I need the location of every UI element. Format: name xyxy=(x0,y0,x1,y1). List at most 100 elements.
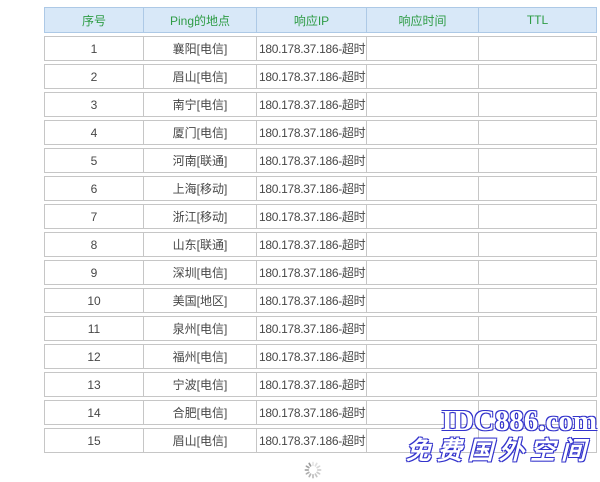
row-time-cell xyxy=(367,176,479,201)
row-ip-cell: 180.178.37.186-超时 xyxy=(257,92,367,117)
table-row: 7 浙江[移动] 180.178.37.186-超时 xyxy=(44,204,597,229)
table-row: 1 襄阳[电信] 180.178.37.186-超时 xyxy=(44,36,597,61)
table-row: 5 河南[联通] 180.178.37.186-超时 xyxy=(44,148,597,173)
row-time-cell xyxy=(367,288,479,313)
row-ip-cell: 180.178.37.186-超时 xyxy=(257,372,367,397)
row-time-cell xyxy=(367,428,479,453)
row-ip-cell: 180.178.37.186-超时 xyxy=(257,176,367,201)
table-header-row: 序号 Ping的地点 响应IP 响应时间 TTL xyxy=(44,7,597,33)
row-ip-cell: 180.178.37.186-超时 xyxy=(257,64,367,89)
row-ip-cell: 180.178.37.186-超时 xyxy=(257,120,367,145)
row-ttl-cell xyxy=(479,316,597,341)
table-row: 4 厦门[电信] 180.178.37.186-超时 xyxy=(44,120,597,145)
row-location-cell: 深圳[电信] xyxy=(144,260,257,285)
row-time-cell xyxy=(367,400,479,425)
table-row: 13 宁波[电信] 180.178.37.186-超时 xyxy=(44,372,597,397)
row-ttl-cell xyxy=(479,260,597,285)
row-location-cell: 泉州[电信] xyxy=(144,316,257,341)
row-time-cell xyxy=(367,120,479,145)
row-location-cell: 合肥[电信] xyxy=(144,400,257,425)
watermark-slogan-text: 免费国外空间 xyxy=(405,438,592,465)
table-body: 1 襄阳[电信] 180.178.37.186-超时 2 眉山[电信] 180.178.3… xyxy=(44,36,597,453)
row-index-cell: 14 xyxy=(44,400,144,425)
row-ttl-cell xyxy=(479,176,597,201)
row-location-cell: 上海[移动] xyxy=(144,176,257,201)
row-ttl-cell xyxy=(479,148,597,173)
row-ip-cell: 180.178.37.186-超时 xyxy=(257,260,367,285)
row-ip-cell: 180.178.37.186-超时 xyxy=(257,428,367,453)
row-time-cell xyxy=(367,148,479,173)
row-location-cell: 眉山[电信] xyxy=(144,428,257,453)
table-row: 3 南宁[电信] 180.178.37.186-超时 xyxy=(44,92,597,117)
row-ttl-cell xyxy=(479,400,597,425)
row-time-cell xyxy=(367,344,479,369)
row-location-cell: 美国[地区] xyxy=(144,288,257,313)
col-header-time: 响应时间 xyxy=(367,7,479,33)
row-index-cell: 1 xyxy=(44,36,144,61)
row-location-cell: 厦门[电信] xyxy=(144,120,257,145)
row-ip-cell: 180.178.37.186-超时 xyxy=(257,36,367,61)
row-index-cell: 4 xyxy=(44,120,144,145)
row-index-cell: 2 xyxy=(44,64,144,89)
row-time-cell xyxy=(367,260,479,285)
row-location-cell: 襄阳[电信] xyxy=(144,36,257,61)
row-ttl-cell xyxy=(479,64,597,89)
watermark: IDC886.com 免费国外空间 xyxy=(406,406,597,467)
table-row: 9 深圳[电信] 180.178.37.186-超时 xyxy=(44,260,597,285)
col-header-ttl: TTL xyxy=(479,7,597,33)
row-location-cell: 宁波[电信] xyxy=(144,372,257,397)
row-time-cell xyxy=(367,64,479,89)
row-ttl-cell xyxy=(479,120,597,145)
row-index-cell: 8 xyxy=(44,232,144,257)
table-row: 12 福州[电信] 180.178.37.186-超时 xyxy=(44,344,597,369)
table-row: 11 泉州[电信] 180.178.37.186-超时 xyxy=(44,316,597,341)
row-ttl-cell xyxy=(479,372,597,397)
row-ip-cell: 180.178.37.186-超时 xyxy=(257,344,367,369)
row-ttl-cell xyxy=(479,344,597,369)
row-ip-cell: 180.178.37.186-超时 xyxy=(257,288,367,313)
row-time-cell xyxy=(367,92,479,117)
row-ttl-cell xyxy=(479,232,597,257)
ping-results-table: 序号 Ping的地点 响应IP 响应时间 TTL 1 襄阳[电信] 180.178.… xyxy=(44,4,597,456)
row-index-cell: 6 xyxy=(44,176,144,201)
table-row: 8 山东[联通] 180.178.37.186-超时 xyxy=(44,232,597,257)
col-header-ip: 响应IP xyxy=(257,7,367,33)
row-index-cell: 3 xyxy=(44,92,144,117)
col-header-index: 序号 xyxy=(44,7,144,33)
row-ip-cell: 180.178.37.186-超时 xyxy=(257,316,367,341)
table-row: 15 眉山[电信] 180.178.37.186-超时 xyxy=(44,428,597,453)
row-ip-cell: 180.178.37.186-超时 xyxy=(257,148,367,173)
row-ip-cell: 180.178.37.186-超时 xyxy=(257,204,367,229)
table-row: 10 美国[地区] 180.178.37.186-超时 xyxy=(44,288,597,313)
row-ip-cell: 180.178.37.186-超时 xyxy=(257,400,367,425)
row-ttl-cell xyxy=(479,92,597,117)
row-time-cell xyxy=(367,232,479,257)
row-location-cell: 南宁[电信] xyxy=(144,92,257,117)
row-location-cell: 河南[联通] xyxy=(144,148,257,173)
row-location-cell: 眉山[电信] xyxy=(144,64,257,89)
row-ttl-cell xyxy=(479,204,597,229)
row-index-cell: 5 xyxy=(44,148,144,173)
row-index-cell: 10 xyxy=(44,288,144,313)
row-location-cell: 福州[电信] xyxy=(144,344,257,369)
spinner-icon xyxy=(304,461,322,479)
row-index-cell: 7 xyxy=(44,204,144,229)
row-ttl-cell xyxy=(479,428,597,453)
table-row: 6 上海[移动] 180.178.37.186-超时 xyxy=(44,176,597,201)
row-location-cell: 浙江[移动] xyxy=(144,204,257,229)
row-index-cell: 13 xyxy=(44,372,144,397)
row-time-cell xyxy=(367,316,479,341)
row-index-cell: 9 xyxy=(44,260,144,285)
row-ip-cell: 180.178.37.186-超时 xyxy=(257,232,367,257)
col-header-location: Ping的地点 xyxy=(144,7,257,33)
row-time-cell xyxy=(367,204,479,229)
row-index-cell: 12 xyxy=(44,344,144,369)
row-ttl-cell xyxy=(479,288,597,313)
watermark-site-text: IDC886.com xyxy=(441,405,597,437)
row-ttl-cell xyxy=(479,36,597,61)
table-row: 14 合肥[电信] 180.178.37.186-超时 xyxy=(44,400,597,425)
row-location-cell: 山东[联通] xyxy=(144,232,257,257)
row-time-cell xyxy=(367,36,479,61)
row-time-cell xyxy=(367,372,479,397)
